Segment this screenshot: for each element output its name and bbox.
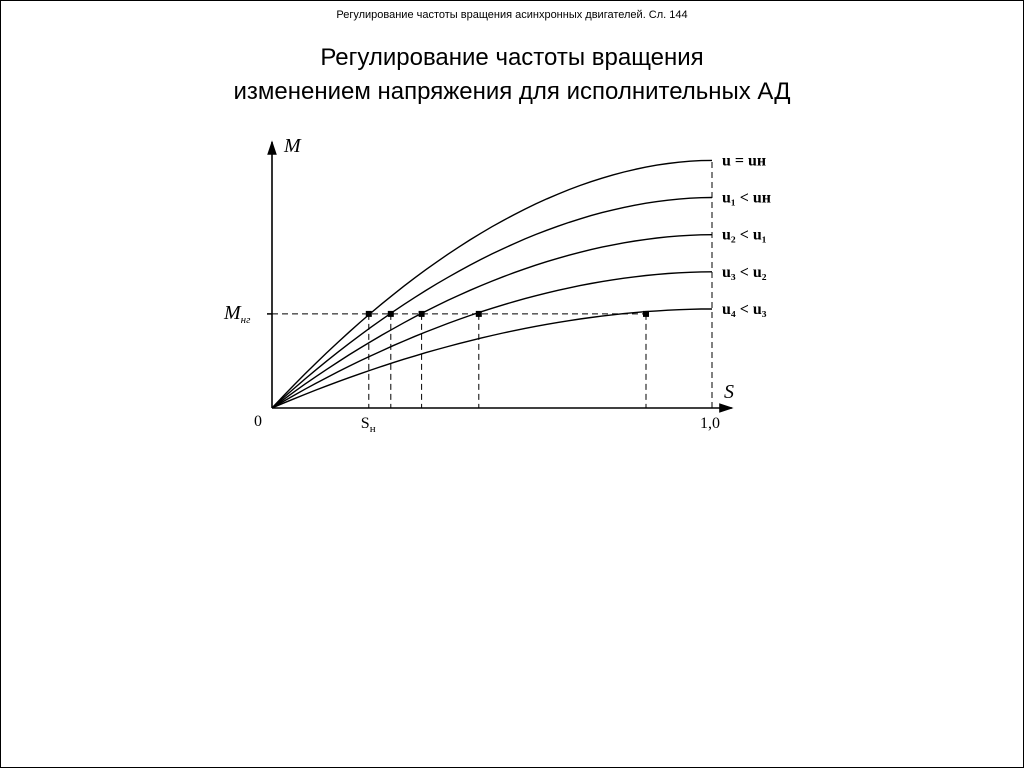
sn-label: Sн: [361, 415, 376, 435]
y-axis-label: M: [283, 135, 302, 157]
chart-svg: M S 0 u = uн u₁ < uн u₂ < u₁ u₃ < u₂ u₄ < u₃ Mнг…: [192, 128, 832, 448]
curve-label-2: u₂ < u₁: [722, 227, 767, 244]
title-line-1: Регулирование частоты вращения: [320, 44, 703, 71]
curve-0: [272, 161, 712, 409]
curve-label-1: u₁ < uн: [722, 190, 771, 207]
slide-title: Регулирование частоты вращения изменение…: [1, 41, 1023, 108]
title-line-2: изменением напряжения для исполнительных…: [233, 78, 790, 105]
curve-label-3: u₃ < u₂: [722, 264, 767, 281]
curve-label-4: u₄ < u₃: [722, 301, 767, 318]
page-root: Регулирование частоты вращения асинхронн…: [0, 0, 1024, 768]
x-axis-label: S: [724, 381, 734, 403]
curve-label-0: u = uн: [722, 153, 766, 170]
m-ng-label: Mнг: [223, 302, 251, 326]
slide-header: Регулирование частоты вращения асинхронн…: [1, 1, 1023, 21]
chart-container: M S 0 u = uн u₁ < uн u₂ < u₁ u₃ < u₂ u₄ < u₃ Mнг…: [192, 128, 832, 448]
origin-label: 0: [254, 413, 262, 430]
x-one-label: 1,0: [700, 415, 720, 432]
